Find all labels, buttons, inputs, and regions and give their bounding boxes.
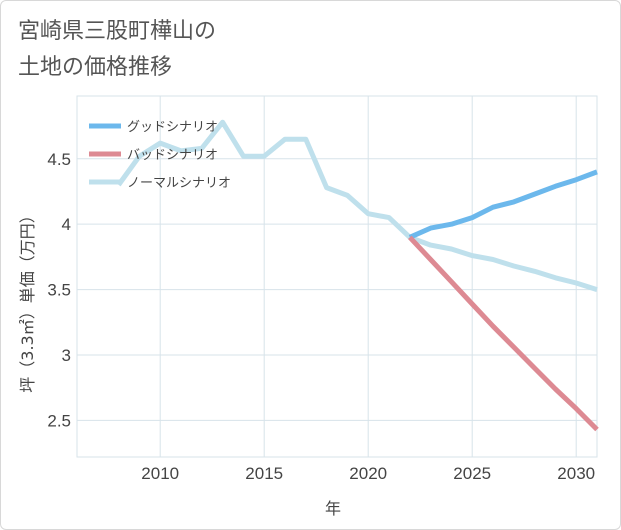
y-tick-label: 3.5 bbox=[47, 281, 71, 300]
series-line-2 bbox=[116, 119, 598, 292]
chart-title: 宮崎県三股町樺山の 土地の価格推移 bbox=[18, 14, 216, 86]
series-line-0 bbox=[408, 169, 598, 240]
x-tick-label: 2010 bbox=[141, 464, 179, 483]
legend-label-0: グッドシナリオ bbox=[127, 120, 218, 135]
tick-labels: 2010 2015 2020 2025 2030 2.5 3 3.5 4 4.5 bbox=[47, 150, 595, 483]
legend-label-1: バッドシナリオ bbox=[127, 148, 218, 163]
x-tick-label: 2015 bbox=[245, 464, 283, 483]
y-tick-label: 2.5 bbox=[47, 411, 71, 430]
x-tick-label: 2030 bbox=[557, 464, 595, 483]
y-tick-label: 3 bbox=[62, 346, 71, 365]
series-lines bbox=[116, 119, 599, 432]
x-tick-label: 2020 bbox=[349, 464, 387, 483]
y-axis-title: 坪（3.3㎡）単価（万円） bbox=[18, 207, 37, 392]
chart-title-line2: 土地の価格推移 bbox=[18, 55, 173, 80]
x-tick-label: 2025 bbox=[453, 464, 491, 483]
grid bbox=[76, 95, 598, 458]
y-tick-label: 4 bbox=[62, 215, 71, 234]
chart-title-line1: 宮崎県三股町樺山の bbox=[18, 19, 217, 44]
legend-label-2: ノーマルシナリオ bbox=[127, 176, 231, 191]
series-line-1 bbox=[407, 235, 599, 432]
plot-area bbox=[76, 95, 598, 458]
y-tick-label: 4.5 bbox=[47, 150, 71, 169]
x-axis-title: 年 bbox=[325, 499, 341, 518]
